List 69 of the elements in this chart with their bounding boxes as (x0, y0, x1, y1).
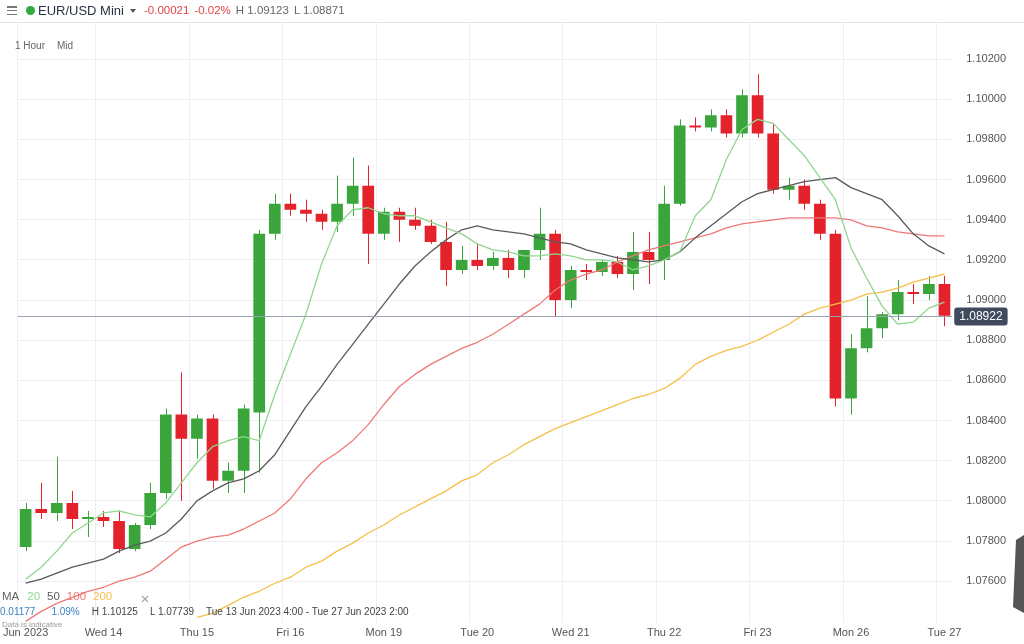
annotation: 0.01177 (0, 606, 36, 617)
annotation: H 1.10125 (91, 606, 138, 617)
x-tick-label: Mon 19 (365, 626, 403, 639)
y-tick-label: 1.07600 (966, 574, 1006, 587)
candlestick (907, 283, 920, 305)
annotation: 1.09% (51, 606, 80, 617)
y-tick-label: 1.08600 (966, 373, 1006, 386)
y-tick-label: 1.09800 (966, 132, 1006, 145)
candlestick (315, 209, 328, 231)
candlestick (409, 207, 421, 231)
x-tick-label: Thu 22 (647, 626, 682, 639)
candlestick (377, 207, 390, 241)
annotation: 1 Hour (15, 40, 46, 51)
x-tick-label: Wed 21 (551, 626, 590, 639)
y-tick-label: 1.08000 (966, 493, 1006, 506)
y-tick-label: 1.08800 (966, 333, 1006, 346)
x-tick-label: Wed 14 (84, 626, 123, 639)
annotation: Data is indicative (2, 620, 63, 629)
text: L 1.08871 (293, 4, 345, 16)
x-tick-label: Tue 27 (927, 626, 962, 639)
candlestick (222, 462, 234, 494)
candlestick (50, 456, 63, 522)
candlestick (300, 199, 312, 223)
text: -0.02% (194, 4, 231, 16)
y-tick-label: 1.10000 (966, 92, 1006, 105)
x-tick-label: Fri 23 (743, 626, 772, 639)
candlestick (455, 245, 468, 275)
series-label: 50 (47, 590, 60, 602)
candlestick (720, 108, 733, 138)
chart-title: EUR/USD Mini (38, 3, 124, 18)
text: H 1.09123 (235, 4, 289, 16)
annotation: L 1.07739 (149, 606, 195, 617)
y-tick-label: 1.09400 (966, 212, 1006, 225)
y-tick-label: 1.09200 (966, 252, 1006, 265)
candlestick (486, 251, 499, 271)
candlestick (891, 279, 904, 321)
x-tick-label: Fri 16 (276, 626, 305, 639)
candlestick (346, 157, 359, 217)
y-tick-label: 1.10200 (966, 52, 1006, 65)
candlestick (66, 490, 79, 530)
y-tick-label: 1.08200 (966, 453, 1006, 466)
candlestick (923, 275, 935, 301)
x-tick-label: Tue 20 (460, 626, 495, 639)
candlestick (35, 482, 48, 520)
candlestick (705, 108, 717, 132)
candlestick (191, 414, 203, 460)
candlestick (82, 510, 94, 538)
y-tick-label: 1.09000 (966, 293, 1006, 306)
series-label: 20 (27, 590, 41, 602)
x-tick-label: Thu 15 (179, 626, 215, 639)
text: -0.00021 (143, 4, 190, 16)
y-tick-label: 1.08400 (966, 413, 1006, 426)
y-tick-label: 1.07800 (966, 534, 1006, 547)
y-tick-label: 1.09600 (966, 172, 1006, 185)
candlestick (876, 311, 888, 339)
candlestick (284, 193, 297, 217)
candlestick (642, 231, 655, 285)
candlestick (331, 175, 343, 233)
candlestick (502, 249, 515, 279)
candlestick (424, 219, 437, 245)
ref-line-label: 1.08922 (959, 308, 1003, 323)
candlestick (860, 295, 873, 353)
text: 200 (93, 590, 113, 602)
legend-title: MA (2, 590, 20, 602)
candlestick (471, 243, 484, 271)
annotation: Mid (57, 40, 74, 51)
x-tick-label: Mon 26 (832, 626, 870, 639)
x-tick-label: Jun 2023 (3, 626, 49, 639)
candlestick (798, 179, 811, 211)
